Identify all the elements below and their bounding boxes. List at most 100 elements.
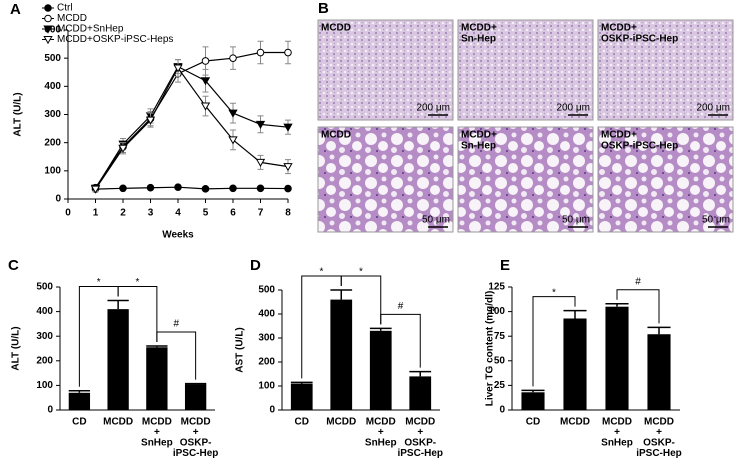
bar bbox=[563, 318, 587, 410]
legend-marker bbox=[43, 36, 53, 45]
bar bbox=[521, 392, 545, 410]
y-tick-label: 25 bbox=[494, 380, 506, 391]
legend-label: MCDD+SnHep bbox=[57, 24, 124, 35]
marker bbox=[284, 184, 292, 193]
legend-label: Ctrl bbox=[57, 3, 73, 14]
x-tick-label: + bbox=[656, 427, 662, 438]
micrograph-label: OSKP-iPSC-Hep bbox=[601, 34, 678, 45]
x-axis-label: Weeks bbox=[162, 230, 194, 241]
significance-bracket bbox=[616, 289, 660, 324]
y-tick-label: 100 bbox=[258, 381, 275, 392]
marker bbox=[229, 54, 237, 62]
x-tick-label: MCDD bbox=[142, 417, 172, 428]
marker bbox=[146, 183, 155, 192]
error-bar bbox=[68, 390, 91, 393]
marker bbox=[283, 123, 293, 132]
x-tick-label: + bbox=[378, 427, 384, 438]
x-tick-label: MCDD bbox=[326, 417, 356, 428]
scale-bar-label: 200 μm bbox=[696, 103, 730, 114]
micrograph-label: OSKP-iPSC-Hep bbox=[601, 141, 678, 152]
x-tick-label: 7 bbox=[258, 208, 264, 219]
marker bbox=[256, 184, 265, 193]
panel-label: C bbox=[8, 257, 19, 274]
y-tick-label: 500 bbox=[258, 285, 275, 296]
micrograph-label: MCDD+ bbox=[461, 130, 497, 141]
micrograph bbox=[457, 19, 594, 121]
x-tick-label: iPSC-Hep bbox=[173, 448, 219, 459]
y-tick-label: 0 bbox=[269, 405, 275, 416]
y-tick-label: 100 bbox=[488, 306, 505, 317]
marker bbox=[119, 184, 127, 193]
x-tick-label: iPSC-Hep bbox=[397, 448, 443, 459]
bar bbox=[605, 306, 629, 410]
legend-marker bbox=[44, 14, 52, 23]
error-bar bbox=[107, 299, 129, 310]
scale-bar-label: 50 μm bbox=[422, 215, 450, 226]
micrograph-label: MCDD+ bbox=[601, 23, 637, 34]
legend-marker bbox=[44, 4, 52, 12]
significance-bracket bbox=[532, 296, 576, 387]
y-tick-label: 0 bbox=[55, 194, 61, 205]
x-tick-label: + bbox=[614, 427, 620, 438]
scale-bar-label: 200 μm bbox=[416, 103, 450, 114]
marker bbox=[173, 64, 183, 73]
scale-bar-label: 50 μm bbox=[702, 215, 730, 226]
marker bbox=[228, 109, 238, 118]
bar bbox=[146, 347, 168, 410]
y-tick-label: 100 bbox=[44, 165, 61, 176]
y-tick-label: 100 bbox=[36, 380, 53, 391]
marker bbox=[256, 48, 265, 57]
marker bbox=[200, 77, 211, 86]
bar bbox=[647, 334, 671, 410]
micrograph-label: MCDD bbox=[321, 23, 351, 34]
micrograph-label: MCDD+ bbox=[461, 23, 497, 34]
legend-label: MCDD bbox=[57, 13, 87, 24]
micrograph bbox=[317, 19, 454, 121]
legend-label: MCDD+OSKP-iPSC-Heps bbox=[57, 34, 173, 45]
micrograph-label: MCDD+ bbox=[601, 130, 637, 141]
y-axis-label: ALT (U/L) bbox=[13, 92, 24, 136]
x-tick-label: CD bbox=[72, 417, 86, 428]
y-tick-label: 400 bbox=[258, 309, 275, 320]
significance-bracket bbox=[117, 286, 158, 343]
panel-label: A bbox=[10, 1, 21, 18]
x-tick-label: OSKP- bbox=[180, 438, 212, 449]
axis-line bbox=[67, 30, 288, 200]
x-tick-label: MCDD bbox=[405, 417, 435, 428]
bar bbox=[330, 299, 353, 410]
y-tick-label: 500 bbox=[44, 53, 61, 64]
y-tick-label: 75 bbox=[494, 331, 506, 342]
error-bar bbox=[605, 302, 629, 307]
y-tick-label: 600 bbox=[44, 25, 61, 36]
x-tick-label: 8 bbox=[285, 208, 291, 219]
marker bbox=[228, 136, 238, 145]
y-axis-label: Liver TG content (mg/dl) bbox=[485, 291, 496, 407]
micrograph bbox=[597, 19, 734, 121]
x-tick-label: SnHep bbox=[601, 438, 633, 449]
micrograph bbox=[457, 126, 594, 233]
x-tick-label: MCDD bbox=[366, 417, 396, 428]
x-tick-label: MCDD bbox=[644, 417, 674, 428]
x-tick-label: 4 bbox=[175, 208, 181, 219]
micrograph bbox=[597, 126, 734, 233]
marker bbox=[283, 163, 293, 172]
error-bar bbox=[563, 309, 587, 319]
x-tick-label: SnHep bbox=[365, 438, 397, 449]
micrograph-label: Sn-Hep bbox=[461, 141, 496, 152]
significance-bracket bbox=[156, 331, 197, 380]
scale-bar-label: 200 μm bbox=[556, 103, 590, 114]
y-tick-label: 200 bbox=[36, 355, 53, 366]
y-tick-label: 0 bbox=[47, 405, 53, 416]
x-tick-label: CD bbox=[295, 417, 309, 428]
micrograph bbox=[317, 126, 454, 233]
panel-label: B bbox=[318, 0, 329, 17]
marker bbox=[90, 185, 101, 194]
panel-label: E bbox=[500, 257, 510, 274]
x-tick-label: MCDD bbox=[560, 417, 590, 428]
series-line bbox=[95, 66, 289, 190]
y-tick-label: 500 bbox=[36, 282, 53, 293]
significance-label: # bbox=[173, 319, 179, 330]
marker bbox=[201, 185, 210, 193]
x-tick-label: 3 bbox=[148, 208, 154, 219]
significance-label: # bbox=[635, 276, 641, 287]
